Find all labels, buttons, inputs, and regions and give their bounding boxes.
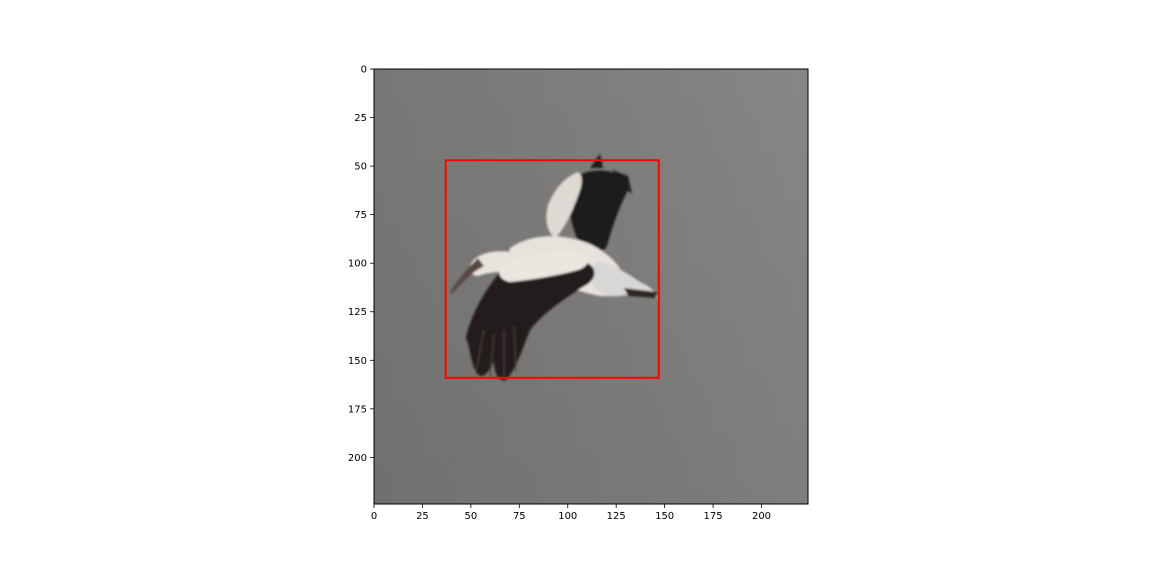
y-tick-label: 150 bbox=[348, 356, 367, 367]
detection-bounding-box bbox=[444, 159, 660, 379]
x-tick-label: 150 bbox=[655, 511, 674, 522]
x-tick-label: 0 bbox=[371, 511, 377, 522]
y-tick-label: 125 bbox=[348, 307, 367, 318]
y-tick-label: 75 bbox=[354, 210, 367, 221]
y-tick-label: 25 bbox=[354, 113, 367, 124]
y-tick-label: 0 bbox=[361, 65, 367, 76]
stork-icon bbox=[450, 154, 658, 382]
x-tick-label: 125 bbox=[607, 511, 626, 522]
axes-frame bbox=[373, 68, 809, 505]
x-tick-label: 50 bbox=[465, 511, 478, 522]
x-tick-label: 100 bbox=[558, 511, 577, 522]
x-tick-label: 75 bbox=[513, 511, 526, 522]
y-tick-label: 100 bbox=[348, 259, 367, 270]
x-tick-label: 200 bbox=[752, 511, 771, 522]
y-tick-label: 175 bbox=[348, 404, 367, 415]
x-tick-label: 25 bbox=[416, 511, 429, 522]
y-axis-ticks: 0 25 50 75 100 125 150 175 200 bbox=[348, 65, 374, 464]
y-tick-label: 200 bbox=[348, 453, 367, 464]
x-axis-ticks: 0 25 50 75 100 125 150 175 200 bbox=[371, 504, 771, 522]
y-tick-label: 50 bbox=[354, 162, 367, 173]
photo bbox=[374, 69, 808, 504]
x-tick-label: 175 bbox=[704, 511, 723, 522]
